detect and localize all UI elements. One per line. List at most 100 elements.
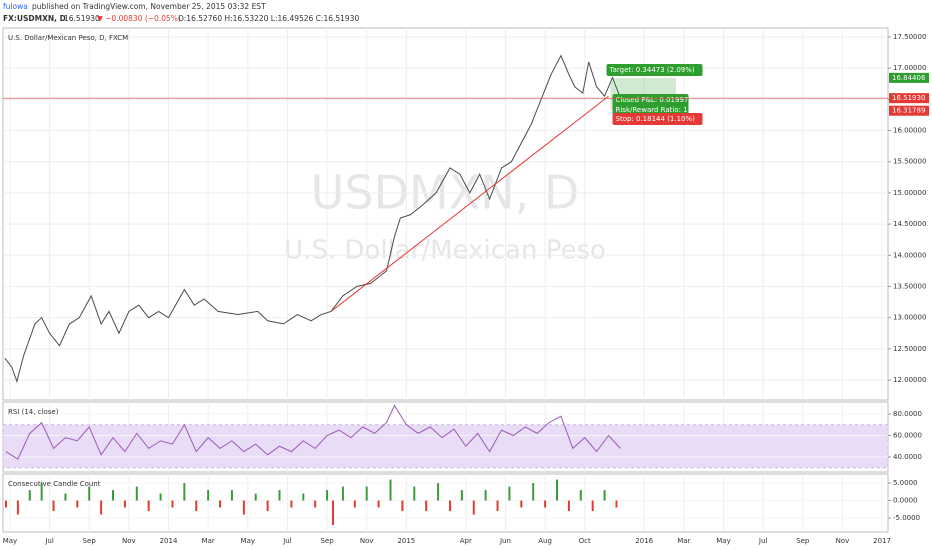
count-bar	[159, 493, 162, 501]
count-bar	[437, 483, 440, 501]
count-bar	[615, 500, 618, 508]
x-tick-label: Nov	[836, 537, 850, 545]
target-label: Target: 0.34473 (2.09%)	[609, 66, 695, 74]
rsi-band	[2, 424, 889, 469]
count-bar	[314, 500, 317, 508]
count-bar	[52, 500, 55, 512]
watermark-sub: U.S. Dollar/Mexican Peso	[284, 236, 606, 266]
count-bar	[448, 500, 451, 512]
count-bar	[88, 486, 91, 501]
x-tick-label: Jul	[282, 537, 292, 545]
target-label-bg	[606, 64, 703, 76]
count-bar	[112, 490, 115, 501]
count-bar	[341, 486, 344, 501]
last-price: 16.51930	[64, 14, 100, 23]
count-bar	[266, 500, 269, 512]
count-bar	[520, 500, 523, 508]
stop-label: Stop: 0.18144 (1.10%)	[616, 115, 696, 123]
count-bar	[219, 500, 222, 508]
count-bar	[278, 490, 281, 501]
count-bar	[484, 490, 487, 501]
count-bar	[413, 486, 416, 501]
x-tick-label: May	[716, 537, 730, 545]
pane-title: U.S. Dollar/Mexican Peso, D, FXCM	[8, 34, 128, 42]
count-bar	[326, 490, 329, 501]
x-tick-label: Aug	[538, 537, 552, 545]
x-tick-label: Sep	[796, 537, 810, 545]
x-tick-label: Jun	[499, 537, 511, 545]
count-bar	[496, 500, 499, 512]
y-tick-label: 13.50000	[893, 282, 926, 290]
published: published on TradingView.com, November 2…	[32, 2, 266, 11]
price-level-bg	[889, 72, 929, 83]
count-bar	[40, 483, 43, 501]
symbol: FX:USDMXN, D	[3, 14, 66, 23]
count-bar	[377, 500, 380, 508]
count-bar	[123, 500, 126, 508]
y-tick-label: 40.0000	[893, 453, 922, 461]
stop-label-bg	[612, 113, 703, 125]
y-tick-label: 15.00000	[893, 189, 926, 197]
count-bar	[567, 500, 570, 512]
x-tick-label: Apr	[460, 537, 472, 545]
count-bar	[532, 483, 535, 501]
price-level-bg	[889, 93, 929, 104]
x-tick-label: Mar	[202, 537, 215, 545]
price-level-bg	[889, 105, 929, 116]
x-tick-label: Oct	[579, 537, 591, 545]
y-tick-label: 12.50000	[893, 345, 926, 353]
count-bar	[242, 500, 245, 515]
pnl-label-bg	[612, 94, 689, 106]
price-level-label: 16.31789	[892, 107, 925, 115]
change: ▼ −0.00830 (−0.05%)	[97, 14, 181, 23]
count-bar	[591, 500, 594, 512]
count-bar	[460, 490, 463, 501]
count-bar	[389, 479, 392, 501]
count-bar	[353, 500, 356, 508]
target-zone	[610, 77, 676, 99]
y-tick-label: 15.50000	[893, 158, 926, 166]
count-bar	[230, 490, 233, 501]
x-tick-label: Jul	[44, 537, 54, 545]
x-tick-label: Mar	[677, 537, 690, 545]
x-tick-label: May	[241, 537, 255, 545]
count-bar	[171, 500, 174, 508]
y-tick-label: 17.00000	[893, 64, 926, 72]
y-tick-label: 16.00000	[893, 127, 926, 135]
price-level-label: 16.51930	[892, 94, 925, 102]
x-tick-label: Sep	[83, 537, 97, 545]
pnl-label: Closed P&L: 0.01997	[616, 96, 689, 104]
x-tick-label: 2015	[397, 537, 415, 545]
pane-title: Consecutive Candle Count	[8, 480, 101, 488]
y-tick-label: 17.50000	[893, 33, 926, 41]
count-bar	[508, 486, 511, 501]
count-bar	[4, 500, 7, 508]
count-bar	[254, 493, 257, 501]
count-bar	[76, 500, 79, 508]
rr-label: Risk/Reward Ratio: 1.9	[616, 106, 695, 114]
count-bar	[302, 493, 305, 501]
x-tick-label: 2017	[873, 537, 891, 545]
count-bar	[290, 500, 293, 508]
price-line	[5, 404, 621, 460]
count-bar	[401, 500, 404, 512]
main-pane	[2, 27, 889, 401]
count-bar	[100, 500, 103, 515]
count-bar	[147, 500, 150, 512]
price-level-label: 16.84406	[892, 74, 926, 82]
count-bar	[332, 500, 335, 526]
x-tick-label: Nov	[360, 537, 374, 545]
y-tick-label: 80.0000	[893, 410, 922, 418]
count-bar	[135, 486, 138, 501]
y-tick-label: 14.50000	[893, 220, 926, 228]
count-bar	[195, 500, 198, 512]
count-bar	[207, 490, 210, 501]
x-tick-label: Nov	[122, 537, 136, 545]
count-bar	[544, 500, 547, 508]
author[interactable]: fulowa	[3, 2, 28, 11]
count-bar	[603, 490, 606, 501]
count-bar	[64, 493, 67, 501]
count-bar	[425, 500, 428, 512]
y-tick-label: -5.0000	[893, 514, 920, 522]
